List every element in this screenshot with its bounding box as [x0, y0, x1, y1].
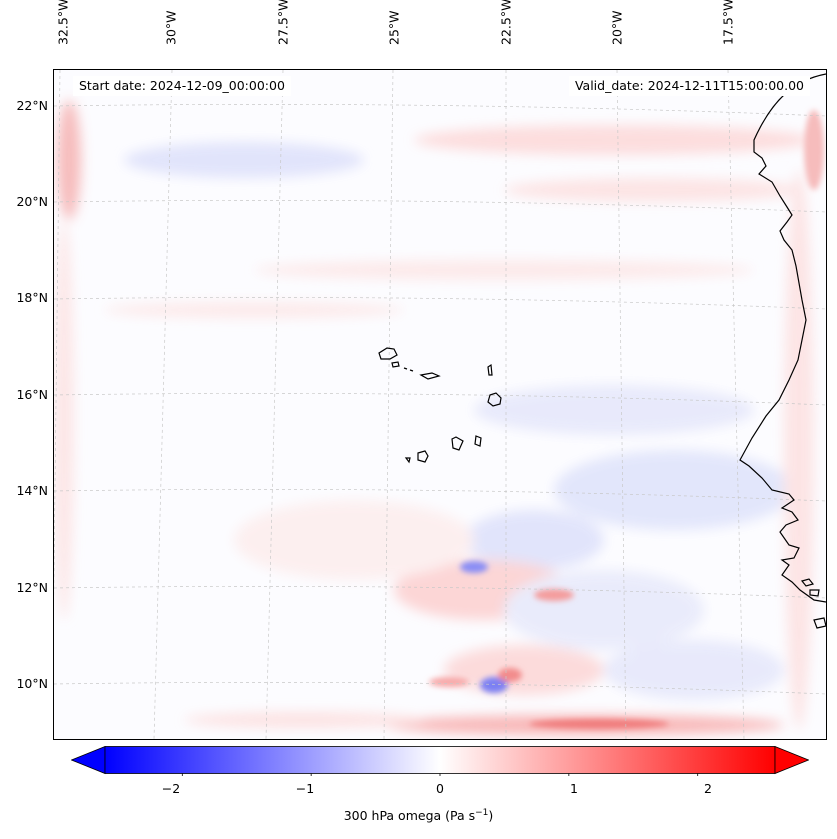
field-core: [429, 677, 469, 687]
valid-date-label: Valid_date: 2024-12-11T15:00:00.00: [568, 76, 810, 96]
lon-tick-label: 25°W: [386, 10, 402, 45]
field-blob: [234, 500, 474, 580]
field-blob: [414, 125, 814, 155]
field-blob: [57, 100, 81, 220]
colorbar-extend-min: [71, 746, 106, 775]
colorbar-label: 300 hPa omega (Pa s−1): [343, 808, 494, 824]
lat-tick-label: 10°N: [16, 676, 48, 691]
colorbar-extend-max: [774, 746, 809, 775]
parallel-20n: [54, 200, 826, 213]
cape-verde-island: [419, 372, 441, 380]
field-blob: [604, 640, 784, 700]
field-core: [804, 110, 824, 190]
field-blob: [504, 570, 704, 650]
field-core: [460, 561, 488, 573]
lon-tick-label: 32.5°W: [55, 0, 71, 45]
africa-coastline: [739, 73, 826, 603]
field-blob: [784, 170, 814, 730]
colorbar-tick-label: 0: [436, 781, 444, 796]
bissagos-island: [800, 578, 815, 587]
field-core: [498, 668, 522, 682]
field-blob: [54, 220, 74, 620]
cape-verde-island: [417, 450, 429, 463]
cape-verde-island: [391, 361, 400, 368]
parallel-14n: [54, 489, 826, 502]
field-blob: [474, 385, 754, 435]
field-core: [529, 719, 669, 729]
field-blob: [184, 712, 424, 728]
cape-verde-island: [487, 392, 502, 407]
cape-verde-island: [487, 363, 493, 376]
lat-tick-label: 22°N: [16, 98, 48, 113]
field-blob: [104, 302, 404, 318]
field-blob: [464, 510, 604, 570]
lon-tick-label: 17.5°W: [720, 0, 736, 45]
lat-tick-label: 14°N: [16, 483, 48, 498]
cape-verde-island: [451, 436, 464, 451]
cape-verde-island: [409, 369, 414, 372]
lat-tick-label: 16°N: [16, 387, 48, 402]
field-blob: [254, 260, 754, 280]
map-panel: [53, 69, 827, 740]
cape-verde-island: [474, 435, 482, 447]
lon-tick-label: 20°W: [609, 10, 625, 45]
lat-tick-label: 20°N: [16, 194, 48, 209]
field-blob: [124, 142, 364, 178]
lon-tick-label: 22.5°W: [498, 0, 514, 45]
bissagos-island: [809, 589, 820, 597]
field-blob: [504, 178, 804, 202]
field-blob: [554, 450, 794, 530]
lat-tick-label: 12°N: [16, 580, 48, 595]
colorbar-tick-label: −2: [161, 781, 181, 796]
colorbar-body: [104, 746, 776, 774]
lon-tick-label: 27.5°W: [275, 0, 291, 45]
colorbar-tick-label: −1: [295, 781, 315, 796]
omega-field: [54, 70, 826, 739]
field-core: [480, 677, 508, 693]
parallel-16n: [54, 393, 826, 406]
lat-tick-label: 18°N: [16, 290, 48, 305]
colorbar-tick-label: 2: [704, 781, 712, 796]
parallel-22n: [54, 104, 826, 117]
colorbar-tick-label: 1: [570, 781, 578, 796]
parallel-18n: [54, 297, 826, 310]
start-date-label: Start date: 2024-12-09_00:00:00: [73, 76, 291, 96]
field-core: [534, 589, 574, 601]
parallel-10n: [54, 682, 826, 695]
colorbar: [71, 746, 809, 776]
parallel-12n: [54, 586, 826, 599]
lon-tick-label: 30°W: [163, 10, 179, 45]
cape-verde-island: [403, 367, 408, 370]
meridian-25w: [383, 70, 394, 739]
cape-verde-island: [404, 457, 411, 464]
field-blob: [444, 645, 604, 695]
bissagos-island: [813, 617, 826, 629]
cape-verde-island: [378, 347, 398, 360]
